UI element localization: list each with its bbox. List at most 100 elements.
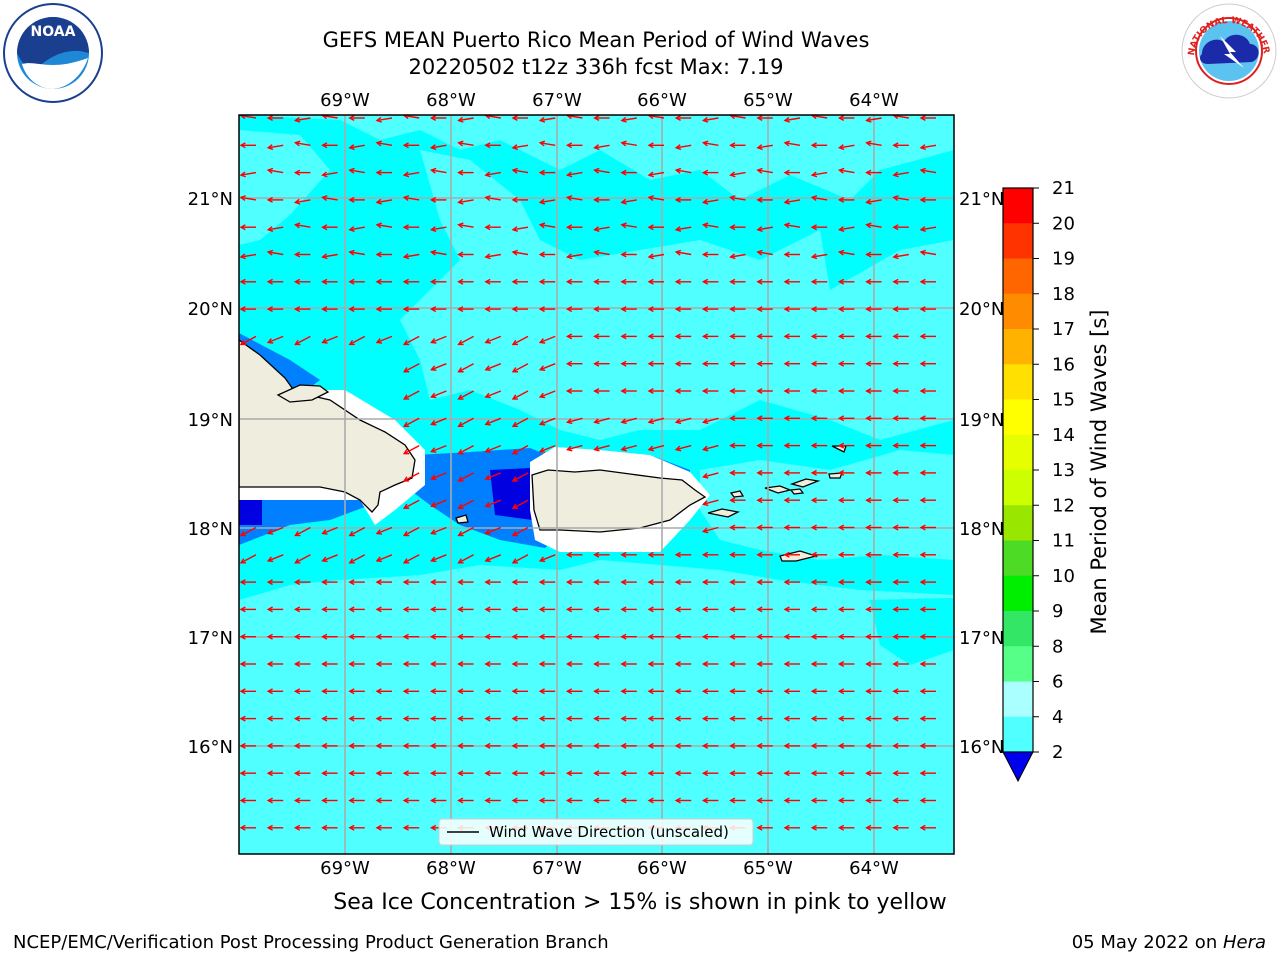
lon-labels-top: 69°W 68°W 67°W 66°W 65°W 64°W — [320, 90, 899, 111]
wind-wave-arrowhead — [837, 115, 845, 122]
wind-wave-arrowhead — [293, 742, 301, 749]
wind-wave-arrowhead — [429, 633, 437, 640]
wind-wave-arrowhead — [429, 715, 437, 722]
wind-wave-arrow — [676, 169, 692, 174]
wind-wave-arrowhead — [620, 418, 627, 425]
wind-wave-arrowhead — [783, 770, 790, 777]
lon-label-bottom: 65°W — [743, 858, 793, 879]
wind-wave-arrowhead — [375, 742, 382, 749]
colorbar-segment — [1003, 611, 1033, 647]
colorbar-segment — [1003, 329, 1033, 365]
wind-wave-arrowhead — [457, 306, 464, 313]
wind-wave-arrowhead — [701, 418, 709, 425]
wind-wave-arrowhead — [565, 171, 573, 178]
wind-wave-arrowhead — [837, 797, 845, 804]
wind-wave-arrow — [703, 472, 719, 478]
wind-wave-arrowhead — [511, 249, 518, 256]
wind-wave-arrow — [703, 224, 719, 228]
wind-wave-arrowhead — [565, 579, 573, 586]
colorbar-tick-label: 11 — [1052, 531, 1075, 552]
wind-wave-arrow — [431, 417, 447, 425]
wind-wave-arrowhead — [484, 797, 491, 804]
wind-wave-arrowhead — [756, 360, 763, 367]
wind-wave-arrowhead — [810, 415, 817, 422]
wind-wave-arrowhead — [484, 742, 491, 749]
wind-wave-arrowhead — [729, 606, 736, 613]
wind-wave-arrowhead — [729, 253, 736, 260]
wind-wave-arrowhead — [620, 551, 627, 558]
wind-wave-arrowhead — [756, 715, 763, 722]
wind-wave-arrowhead — [756, 606, 763, 613]
nws-logo: NATIONAL WEATHER SERVICE — [1177, 0, 1278, 104]
wind-wave-arrowhead — [865, 222, 872, 229]
wind-wave-arrowhead — [321, 142, 328, 149]
wind-wave-arrowhead — [538, 742, 545, 749]
wind-wave-arrowhead — [375, 797, 382, 804]
wind-wave-arrowhead — [647, 606, 654, 613]
wind-wave-arrowhead — [919, 360, 926, 367]
wind-wave-arrowhead — [620, 278, 627, 285]
wind-wave-arrowhead — [620, 116, 627, 123]
wind-wave-arrowhead — [565, 797, 573, 804]
wind-wave-arrowhead — [402, 797, 409, 804]
wind-wave-arrowhead — [865, 497, 872, 504]
wind-wave-arrowhead — [429, 167, 437, 174]
wind-wave-arrowhead — [620, 198, 627, 205]
wind-wave-arrowhead — [783, 551, 790, 558]
wind-wave-arrowhead — [701, 770, 709, 777]
wind-wave-arrowhead — [321, 224, 328, 231]
wind-wave-arrowhead — [266, 529, 274, 535]
wind-wave-arrow — [621, 117, 637, 122]
wind-wave-arrowhead — [783, 333, 790, 340]
wind-wave-arrowhead — [430, 392, 437, 399]
colorbar-segments — [1003, 188, 1033, 753]
wind-wave-arrowhead — [402, 606, 409, 613]
wind-wave-arrowhead — [647, 253, 654, 260]
wind-wave-arrowhead — [756, 579, 763, 586]
wind-wave-arrowhead — [919, 387, 926, 395]
wind-wave-arrowhead — [511, 688, 518, 695]
wind-wave-arrowhead — [484, 529, 491, 535]
wind-wave-arrowhead — [810, 469, 817, 476]
wind-wave-arrowhead — [783, 169, 790, 176]
wind-wave-arrow — [376, 199, 393, 204]
cyan-patch — [870, 598, 954, 665]
wind-wave-arrow — [540, 117, 556, 122]
wind-wave-arrowhead — [239, 195, 246, 202]
colorbar-ticks: 21 20 19 18 17 16 15 14 13 12 11 10 9 8 6 4 2 — [1033, 178, 1075, 763]
wind-wave-arrow — [458, 390, 474, 400]
wind-wave-arrowhead — [674, 797, 681, 804]
colorbar-tick-label: 19 — [1052, 249, 1075, 270]
lon-label-bottom: 64°W — [849, 858, 899, 879]
wind-wave-arrow — [757, 169, 773, 174]
wind-wave-arrowhead — [729, 524, 736, 531]
wind-wave-arrowhead — [756, 797, 763, 804]
wind-wave-arrowhead — [457, 449, 464, 455]
wind-wave-arrowhead — [402, 530, 410, 537]
wind-wave-arrowhead — [293, 606, 301, 613]
wind-wave-arrowhead — [484, 195, 491, 202]
wind-wave-arrowhead — [293, 770, 301, 777]
wind-wave-arrowhead — [729, 579, 736, 586]
wind-wave-arrowhead — [919, 278, 926, 285]
wind-wave-arrowhead — [293, 306, 301, 313]
wind-wave-arrowhead — [783, 524, 790, 531]
wind-wave-arrowhead — [647, 171, 654, 178]
wind-wave-arrowhead — [647, 418, 655, 425]
wind-wave-arrowhead — [239, 770, 246, 777]
wind-wave-arrow — [240, 253, 257, 258]
wind-wave-arrowhead — [837, 415, 845, 422]
footer-host: Hera — [1222, 932, 1266, 953]
wind-wave-arrow — [893, 196, 909, 201]
wind-wave-arrow — [458, 142, 474, 146]
wind-wave-arrowhead — [565, 551, 573, 558]
wind-wave-arrowhead — [674, 333, 681, 340]
wind-wave-arrowhead — [756, 770, 763, 777]
lon-label-top: 68°W — [426, 90, 476, 111]
wind-wave-arrow — [866, 199, 882, 204]
wind-wave-arrowhead — [511, 558, 519, 564]
wind-wave-arrowhead — [837, 606, 845, 613]
wind-wave-arrowhead — [810, 824, 817, 831]
wind-wave-arrowhead — [647, 660, 654, 668]
wind-wave-arrowhead — [266, 249, 274, 256]
